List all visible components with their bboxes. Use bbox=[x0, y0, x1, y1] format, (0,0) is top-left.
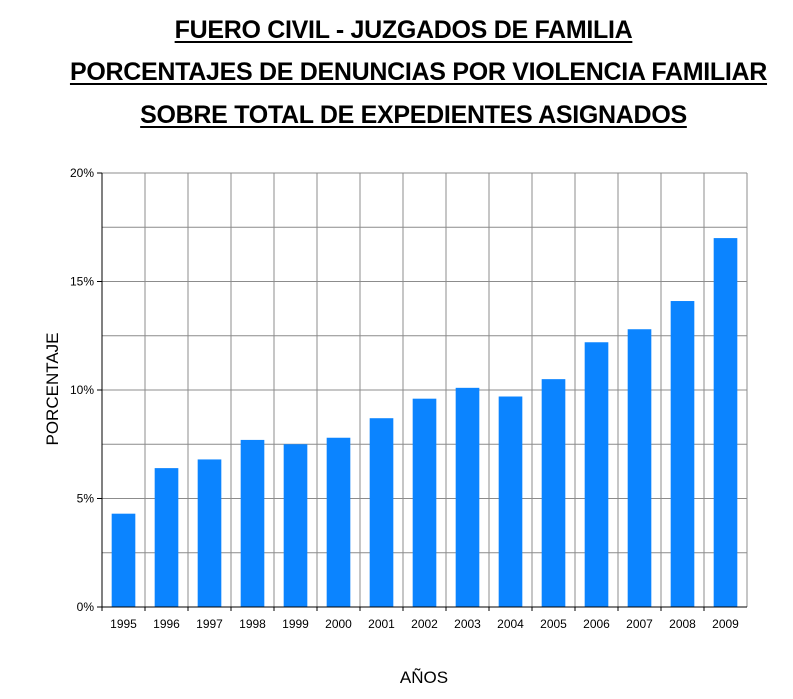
bar-2003 bbox=[455, 387, 480, 607]
x-tick-label: 2009 bbox=[712, 617, 739, 631]
y-tick-label: 5% bbox=[77, 492, 95, 506]
bar-1998 bbox=[240, 439, 265, 607]
axes bbox=[98, 173, 747, 611]
bar-1995 bbox=[111, 513, 136, 607]
bar-2009 bbox=[713, 238, 738, 607]
bar-1999 bbox=[283, 444, 308, 607]
bar-2004 bbox=[498, 396, 523, 607]
bar-2002 bbox=[412, 398, 437, 607]
x-tick-label: 2008 bbox=[669, 617, 696, 631]
x-tick-label: 2003 bbox=[454, 617, 481, 631]
x-tick-labels: 1995 1996 1997 1998 1999 2000 2001 2002 2003 2004… bbox=[101, 607, 739, 631]
y-axis-label: PORCENTAJE bbox=[43, 332, 62, 445]
x-tick-label: 2005 bbox=[540, 617, 567, 631]
x-tick-label: 1995 bbox=[110, 617, 137, 631]
bar-2001 bbox=[369, 418, 394, 607]
x-tick-label: 2007 bbox=[626, 617, 653, 631]
x-tick-label: 1999 bbox=[282, 617, 309, 631]
bar-2007 bbox=[627, 329, 652, 607]
x-tick-label: 2006 bbox=[583, 617, 610, 631]
chart-title-line-1: FUERO CIVIL - JUZGADOS DE FAMILIA bbox=[174, 16, 633, 44]
y-tick-label: 15% bbox=[70, 275, 94, 289]
bar-2006 bbox=[584, 342, 609, 607]
bar-2008 bbox=[670, 301, 695, 607]
chart-title-line-2: PORCENTAJES DE DENUNCIAS POR VIOLENCIA F… bbox=[69, 58, 768, 86]
y-tick-label: 10% bbox=[70, 383, 94, 397]
x-tick-label: 1998 bbox=[239, 617, 266, 631]
y-tick-labels: 0% 5% 10% 15% 20% bbox=[70, 166, 102, 614]
x-tick-label: 1997 bbox=[196, 617, 223, 631]
x-tick-label: 2001 bbox=[368, 617, 395, 631]
chart-title-line-3: SOBRE TOTAL DE EXPEDIENTES ASIGNADOS bbox=[140, 101, 687, 129]
x-tick-label: 2000 bbox=[325, 617, 352, 631]
bars-group bbox=[111, 238, 738, 607]
y-tick-label: 20% bbox=[70, 166, 94, 180]
x-tick-label: 1996 bbox=[153, 617, 180, 631]
bar-1996 bbox=[154, 468, 179, 607]
x-tick-label: 2002 bbox=[411, 617, 438, 631]
y-tick-label: 0% bbox=[77, 600, 95, 614]
bar-2005 bbox=[541, 379, 566, 607]
bar-1997 bbox=[197, 459, 222, 607]
x-tick-label: 2004 bbox=[497, 617, 524, 631]
x-axis-label: AÑOS bbox=[400, 668, 448, 687]
bar-2000 bbox=[326, 437, 351, 607]
